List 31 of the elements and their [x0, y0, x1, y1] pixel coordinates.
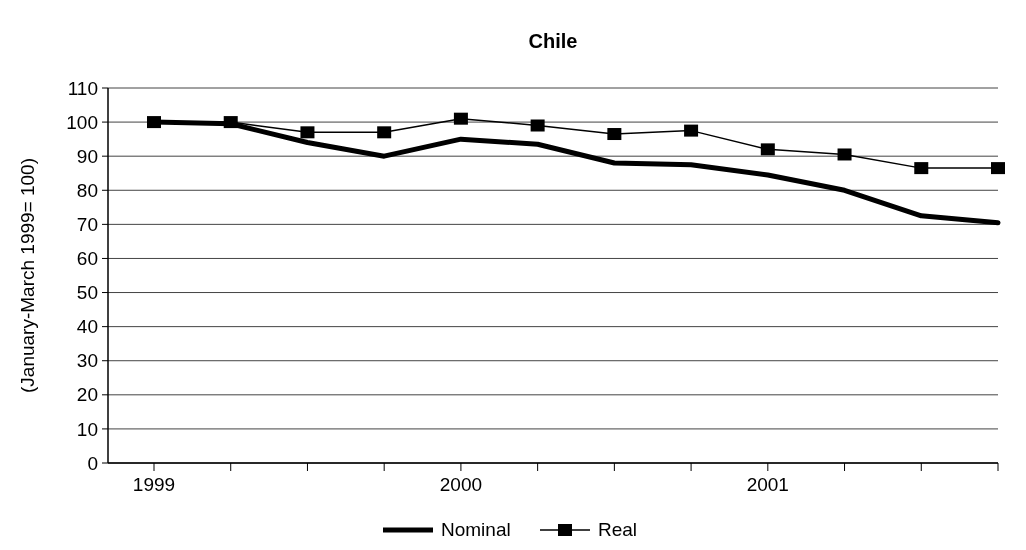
y-tick-label: 90	[76, 145, 98, 167]
legend-label: Real	[598, 519, 638, 540]
point	[914, 162, 929, 175]
y-tick-label: 70	[76, 214, 98, 236]
point	[147, 116, 161, 129]
x-tick-label: 1999	[132, 474, 176, 495]
point	[300, 126, 315, 139]
point	[837, 148, 852, 161]
chart-title: Chile	[528, 30, 578, 52]
x-tick-label: 2000	[439, 474, 483, 495]
y-tick-label: 40	[76, 316, 98, 338]
y-tick-label: 80	[76, 179, 98, 201]
point	[991, 162, 1005, 175]
y-tick-label: 60	[76, 248, 98, 270]
point	[377, 126, 392, 139]
point	[453, 112, 468, 125]
y-tick-label: 0	[87, 452, 98, 474]
point	[684, 124, 699, 137]
legend-label: Nominal	[441, 519, 511, 540]
y-tick-label: 10	[76, 418, 98, 440]
y-tick-label: 30	[76, 350, 98, 372]
x-tick-label: 2001	[746, 474, 789, 495]
point	[607, 128, 622, 141]
point	[760, 143, 775, 156]
y-tick-label: 50	[76, 282, 98, 304]
y-axis-title: (January-March 1999= 100)	[17, 158, 38, 393]
y-tick-label: 110	[67, 77, 98, 99]
point	[223, 116, 238, 129]
y-tick-label: 100	[66, 111, 98, 133]
y-tick-label: 20	[76, 384, 98, 406]
point	[530, 119, 545, 132]
